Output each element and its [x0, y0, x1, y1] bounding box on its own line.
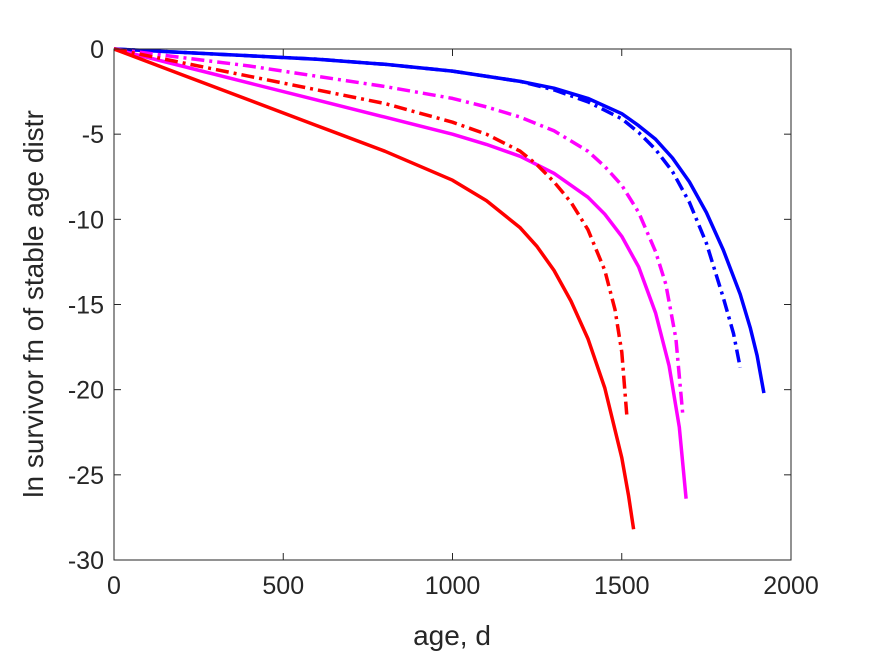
series-line-5	[113, 47, 636, 530]
x-tick-label: 1500	[594, 572, 650, 600]
x-tick-label: 2000	[763, 572, 819, 600]
plot-lines	[113, 47, 766, 530]
x-tick-label: 500	[262, 572, 304, 600]
y-tick-label: -10	[68, 206, 104, 234]
x-tick-label: 0	[107, 572, 121, 600]
y-tick-label: -5	[82, 121, 104, 149]
plot-area	[114, 49, 791, 560]
y-axis-label: ln survivor fn of stable age distr	[18, 110, 49, 498]
y-tick-label: -25	[68, 462, 104, 490]
ticks: 0 500 1000 1500 2000 0 -5 -10 -15 -20 -25 -30	[68, 36, 819, 600]
x-axis-label: age, d	[413, 620, 491, 651]
y-tick-label: -30	[68, 547, 104, 575]
series-line-4	[113, 47, 685, 414]
y-tick-label: -15	[68, 292, 104, 320]
series-line-3	[113, 47, 688, 499]
x-tick-label: 1000	[425, 572, 481, 600]
y-tick-label: 0	[90, 36, 104, 64]
series-line-2	[113, 47, 742, 368]
y-tick-label: -20	[68, 377, 104, 405]
